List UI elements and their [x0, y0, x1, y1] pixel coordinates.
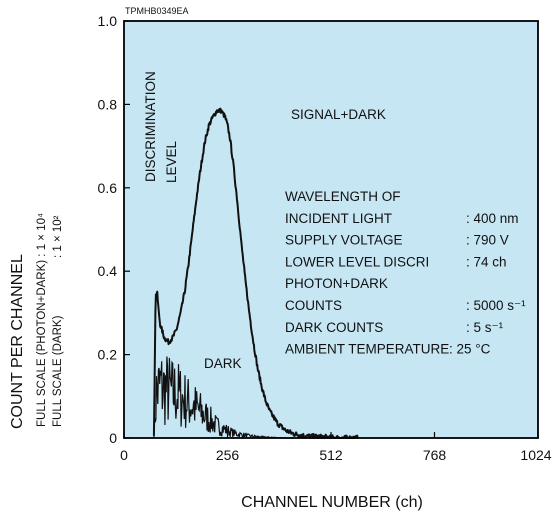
condition-value: : 790 V: [466, 233, 509, 248]
condition-label: PHOTON+DARK: [285, 276, 388, 291]
plot-frame: [123, 20, 539, 439]
x-tick-label: 768: [423, 447, 447, 463]
x-tick-label: 512: [319, 447, 343, 463]
y-tick-label: 0: [109, 430, 117, 446]
condition-label: INCIDENT LIGHT: [285, 211, 392, 226]
plot-area: [124, 21, 538, 438]
y-axis-label: COUNT PER CHANNEL: [9, 254, 26, 429]
y-tick-label: 0.8: [98, 96, 118, 112]
x-tick-label: 1024: [520, 447, 551, 463]
discrimination-label-line1: DISCRIMINATION: [143, 71, 158, 182]
x-tick-label: 0: [120, 447, 128, 463]
condition-value: : 5000 s⁻¹: [466, 298, 526, 313]
y-axis-sublabel-photon-dark: FULL SCALE (PHOTON+DARK) : 1 × 10⁴: [36, 213, 48, 427]
y-tick-label: 1.0: [98, 13, 118, 29]
condition-label: DARK COUNTS: [285, 320, 383, 335]
condition-value: : 5 s⁻¹: [466, 320, 504, 335]
discrimination-label-line2: LEVEL: [164, 140, 179, 183]
condition-label: SUPPLY VOLTAGE: [285, 233, 403, 248]
series-signal-dark-line: [152, 107, 359, 439]
y-tick-label: 0.6: [98, 180, 118, 196]
condition-label: AMBIENT TEMPERATURE: [285, 342, 449, 357]
y-axis-sublabel-dark: : 1 × 10²: [52, 215, 64, 258]
condition-value: : 25 °C: [449, 342, 491, 357]
x-tick-label: 256: [216, 447, 240, 463]
condition-label: WAVELENGTH OF: [285, 189, 401, 204]
condition-value: : 400 nm: [466, 211, 519, 226]
y-axis-sublabel-dark-prefix: FULL SCALE (DARK): [52, 315, 64, 427]
y-tick-label: 0.4: [98, 263, 118, 279]
figure-code: TPMHB0349EA: [125, 6, 189, 16]
signal-dark-label: SIGNAL+DARK: [291, 107, 386, 122]
condition-label: LOWER LEVEL DISCRI: [285, 254, 429, 269]
measurement-conditions: WAVELENGTH OF INCIDENT LIGHT : 400 nm SUPPL…: [285, 189, 526, 357]
y-tick-label: 0.2: [98, 347, 118, 363]
condition-label: COUNTS: [285, 298, 342, 313]
x-axis-label: CHANNEL NUMBER (ch): [241, 494, 423, 511]
condition-value: : 74 ch: [466, 254, 507, 269]
dark-label: DARK: [204, 356, 242, 371]
